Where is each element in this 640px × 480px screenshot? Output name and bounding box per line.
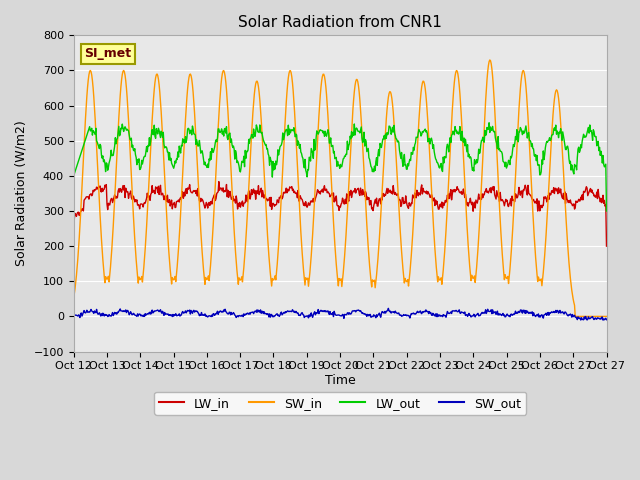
Title: Solar Radiation from CNR1: Solar Radiation from CNR1 (238, 15, 442, 30)
X-axis label: Time: Time (324, 374, 355, 387)
Text: SI_met: SI_met (84, 48, 131, 60)
Y-axis label: Solar Radiation (W/m2): Solar Radiation (W/m2) (15, 120, 28, 266)
Legend: LW_in, SW_in, LW_out, SW_out: LW_in, SW_in, LW_out, SW_out (154, 392, 526, 415)
